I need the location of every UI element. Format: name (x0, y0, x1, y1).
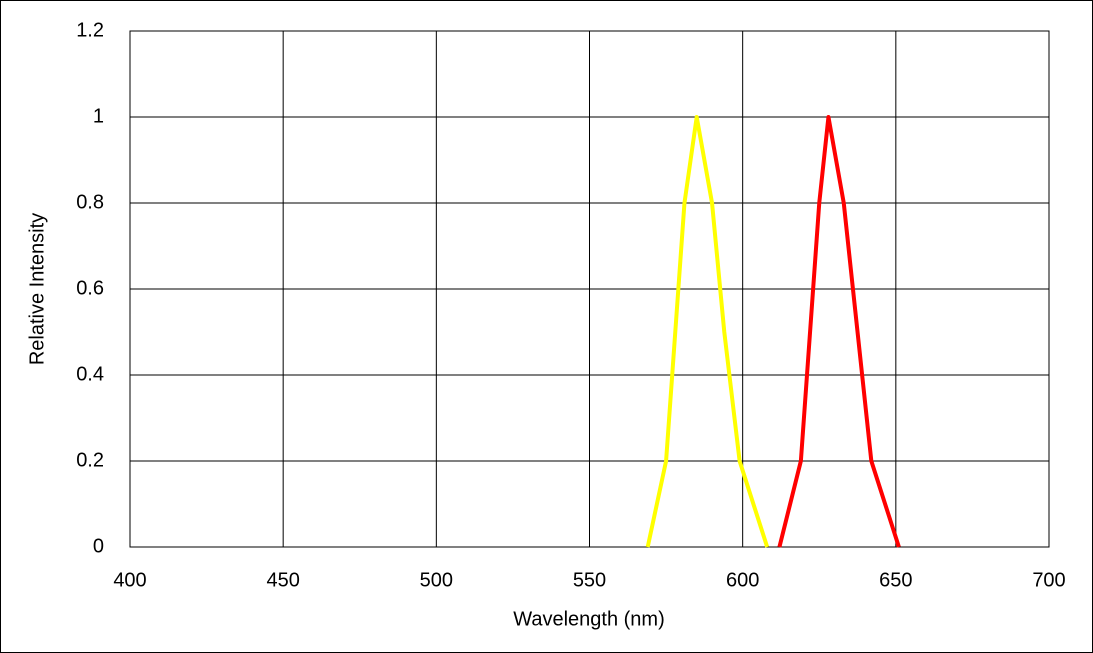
x-tick-label: 650 (879, 569, 912, 591)
series-line (777, 115, 901, 548)
y-tick-label: 0.4 (76, 363, 104, 385)
y-tick-label: 0.8 (76, 191, 104, 213)
y-tick-label: 1 (93, 105, 104, 127)
y-tick-label: 0 (93, 535, 104, 557)
x-tick-label: 600 (726, 569, 759, 591)
y-tick-label: 0.2 (76, 449, 104, 471)
y-tick-label: 1.2 (76, 19, 104, 41)
x-axis-label: Wavelength (nm) (513, 608, 665, 630)
y-axis-label: Relative Intensity (26, 213, 48, 365)
x-tick-label: 550 (573, 569, 606, 591)
x-tick-label: 400 (113, 569, 146, 591)
x-tick-label: 700 (1032, 569, 1065, 591)
y-tick-label: 0.6 (76, 277, 104, 299)
x-tick-label: 500 (420, 569, 453, 591)
series-line (645, 115, 770, 548)
x-tick-label: 450 (266, 569, 299, 591)
